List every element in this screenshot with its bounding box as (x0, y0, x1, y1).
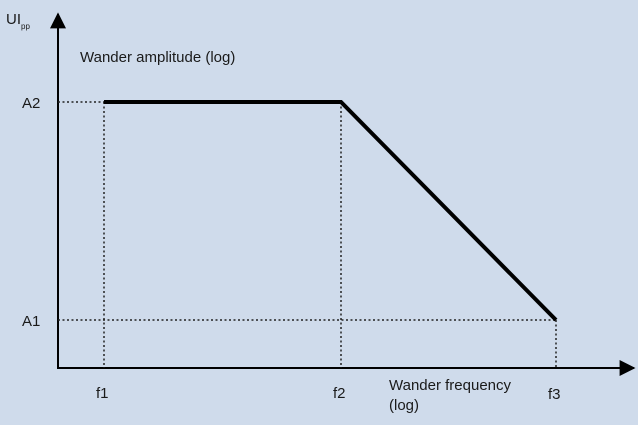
frequency-label: f2 (333, 385, 346, 402)
y-axis-label-subscript: pp (21, 22, 30, 31)
y-axis-label: UIpp (6, 11, 30, 31)
y-axis-title: Wander amplitude (log) (80, 49, 235, 66)
x-axis-title: (log) (389, 397, 419, 414)
level-label: A2 (22, 95, 40, 112)
frequency-label: f3 (548, 386, 561, 403)
x-axis-title: Wander frequency (389, 377, 512, 394)
mask-line (104, 100, 558, 322)
y-axis-label-main: UI (6, 11, 21, 28)
level-label: A1 (22, 313, 40, 330)
frequency-label: f1 (96, 385, 109, 402)
